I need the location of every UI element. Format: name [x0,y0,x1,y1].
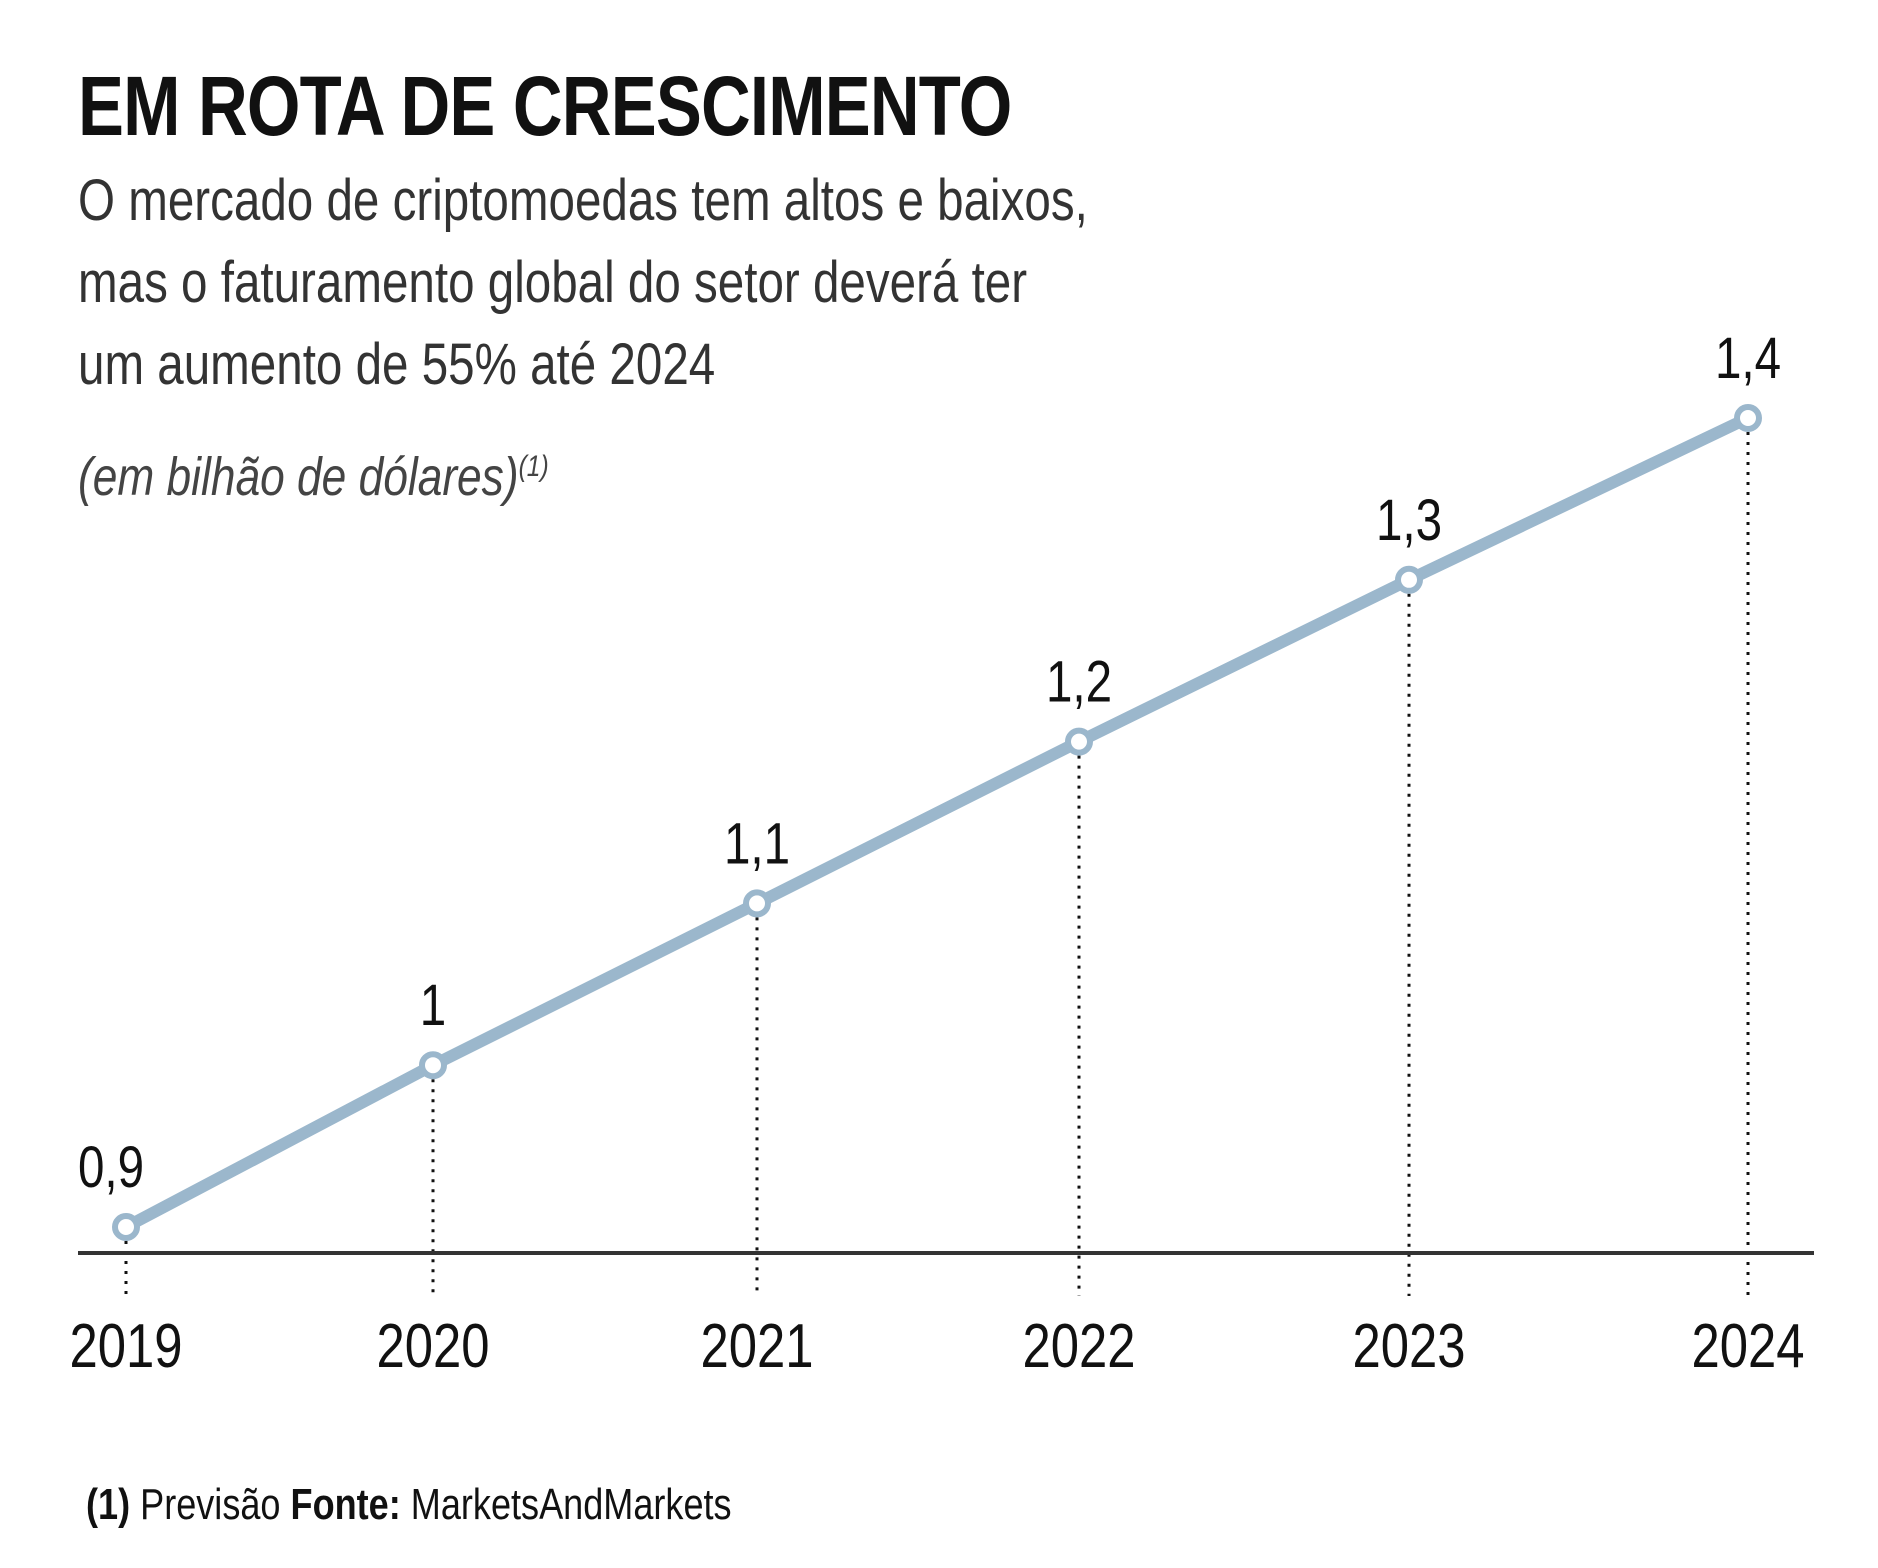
data-point [1065,727,1093,756]
data-label: 1,4 [1715,327,1781,392]
data-label: 0,9 [78,1136,144,1201]
footnote: (1) Previsão Fonte: MarketsAndMarkets [86,1480,732,1529]
series-line [123,412,1751,1233]
data-point [1734,404,1762,432]
x-tick-label: 2022 [1022,1312,1135,1381]
x-tick-label: 2021 [700,1312,813,1381]
data-label: 1,3 [1376,488,1442,553]
x-tick-label: 2020 [376,1312,489,1381]
units-label: (em bilhão de dólares)(1) [78,447,549,507]
data-label: 1,1 [724,812,790,877]
x-tick-label: 2024 [1691,1312,1804,1381]
data-point [743,889,771,918]
x-tick-label: 2023 [1352,1312,1465,1381]
data-label: 1,2 [1046,650,1112,715]
data-point [419,1051,447,1080]
data-label: 1 [420,974,446,1039]
data-point [112,1213,140,1241]
chart-title: EM ROTA DE CRESCIMENTO [78,59,1012,153]
chart-subtitle: O mercado de criptomoedas tem altos e ba… [78,168,1088,397]
x-tick-label: 2019 [69,1312,182,1381]
data-point [1395,565,1423,594]
